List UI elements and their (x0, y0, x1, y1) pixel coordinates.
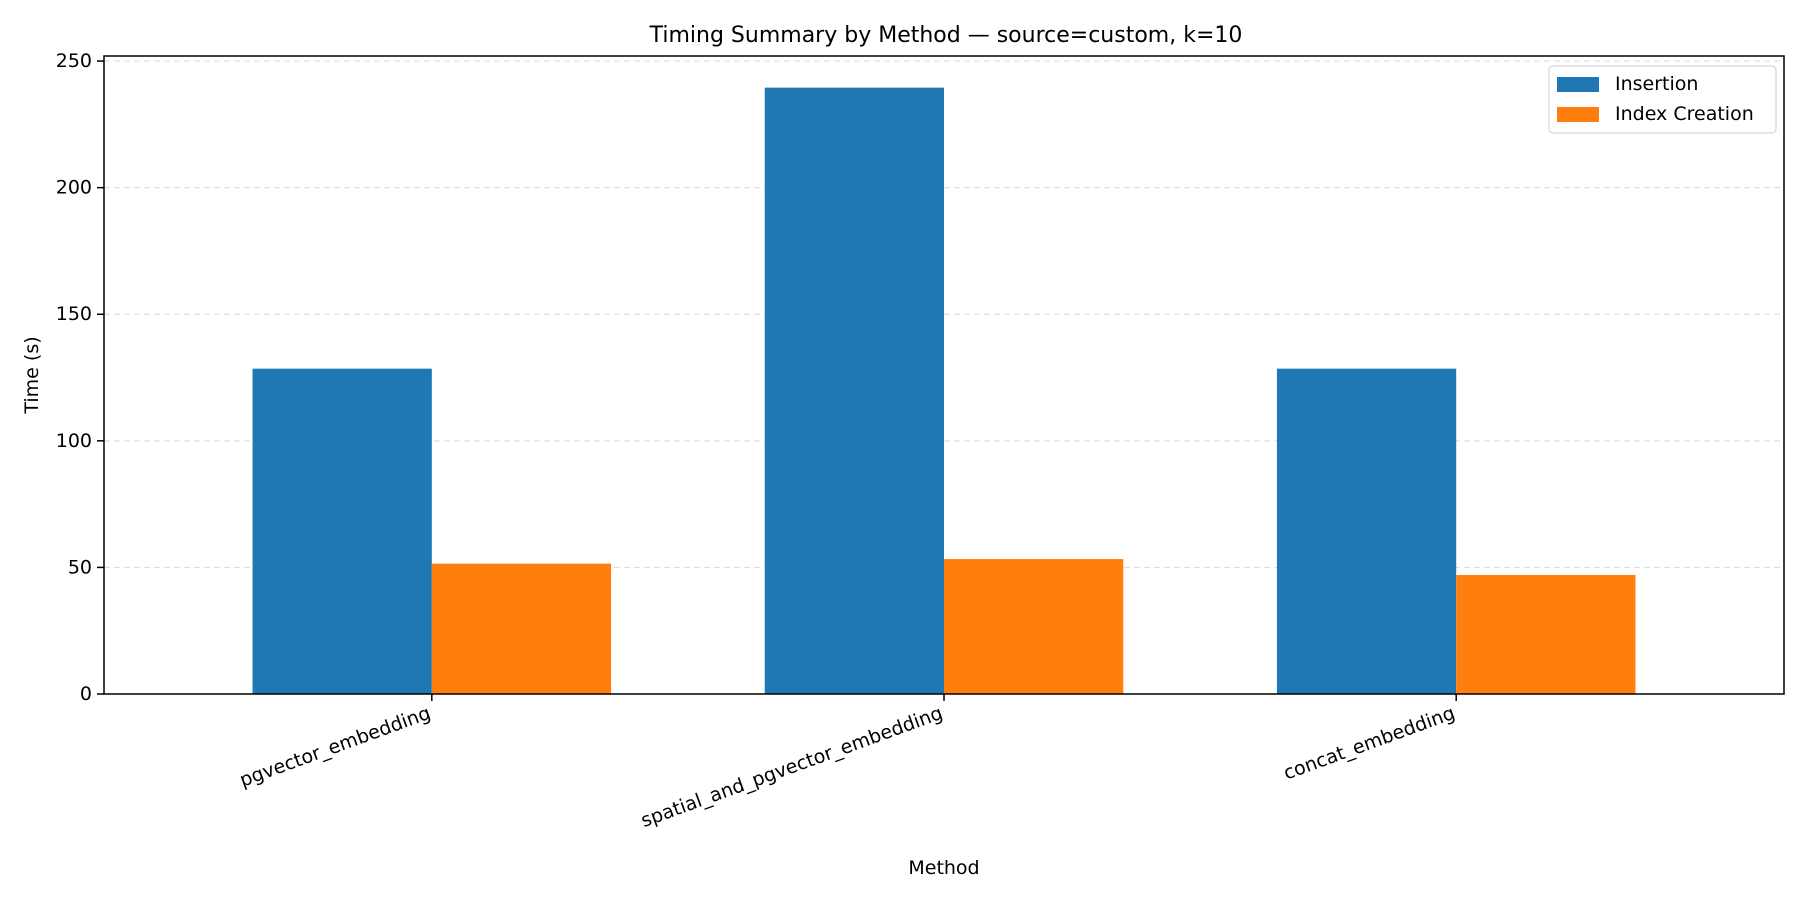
y-tick-label: 250 (56, 50, 92, 72)
x-axis-ticks: pgvector_embedding spatial_and_pgvector_e… (237, 694, 1458, 832)
legend: Insertion Index Creation (1548, 65, 1777, 134)
x-tick-label: concat_embedding (1281, 702, 1458, 784)
bar-index-creation-pgvector_embedding (431, 563, 612, 694)
y-tick-label: 100 (56, 430, 92, 452)
bar-insertion-concat_embedding (1276, 368, 1457, 694)
x-tick-label: pgvector_embedding (237, 702, 434, 792)
legend-label: Index Creation (1615, 103, 1754, 125)
y-tick-label: 0 (80, 683, 92, 705)
y-axis-ticks: 0 50 100 150 200 250 (56, 50, 104, 705)
y-tick-label: 150 (56, 303, 92, 325)
x-tick-label: spatial_and_pgvector_embedding (638, 702, 946, 832)
bar-insertion-spatial_and_pgvector_embedding (764, 87, 944, 694)
bars (252, 87, 1636, 694)
y-axis-title: Time (s) (21, 336, 43, 414)
chart-title: Timing Summary by Method — source=custom… (649, 23, 1243, 48)
legend-label: Insertion (1615, 73, 1698, 95)
bar-index-creation-concat_embedding (1456, 575, 1636, 694)
bar-index-creation-spatial_and_pgvector_embedding (944, 559, 1124, 694)
y-tick-label: 50 (68, 556, 92, 578)
legend-box (1548, 65, 1777, 134)
x-axis-title: Method (908, 857, 979, 879)
legend-swatch (1557, 77, 1599, 92)
y-tick-label: 200 (56, 177, 92, 199)
bar-insertion-pgvector_embedding (252, 368, 432, 694)
legend-swatch (1557, 107, 1599, 122)
